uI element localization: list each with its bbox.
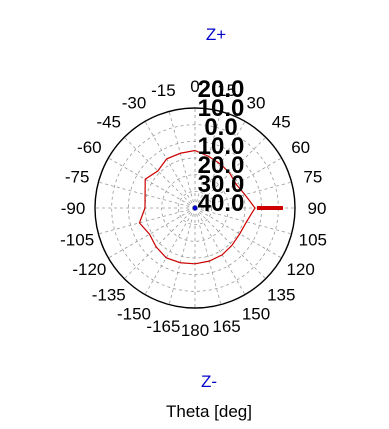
grid-spoke	[108, 207, 196, 259]
angle-tick-label: -15	[151, 81, 176, 100]
grid-spoke	[194, 121, 246, 209]
series-layer	[138, 149, 283, 265]
angle-tick-labels: 0 153045607590105120135150165180-165-150-…	[60, 77, 327, 340]
grid-spoke	[194, 207, 222, 305]
x-axis-label: Theta [deg]	[166, 402, 252, 421]
angle-tick-label: -165	[146, 317, 180, 336]
grid-spoke	[108, 157, 196, 209]
angle-tick-label: 105	[299, 231, 327, 250]
grid-spoke	[124, 207, 196, 279]
angle-tick-label: 135	[267, 285, 295, 304]
grid-spoke	[168, 111, 196, 209]
grid-spoke	[194, 181, 292, 209]
radial-tick-label: 20.0	[198, 76, 245, 103]
grid-spoke	[98, 181, 196, 209]
angle-tick-label: 180	[181, 321, 209, 340]
radial-tick-labels: 20.010.00.010.020.030.040.0	[198, 76, 245, 217]
grid-ring	[161, 174, 229, 242]
angle-tick-label: 150	[242, 305, 270, 324]
angle-tick-label: -45	[96, 113, 121, 132]
grid-ring	[177, 190, 213, 226]
grid-spoke	[124, 137, 196, 209]
radial-tick-label: 40.0	[198, 190, 245, 217]
grid-spoke	[98, 207, 196, 235]
angle-tick-label: -150	[117, 305, 151, 324]
angle-tick-label: 90	[308, 199, 327, 218]
pattern-series-line	[138, 149, 256, 265]
radial-tick-label: 10.0	[198, 95, 245, 122]
grid-spoke	[194, 207, 292, 235]
z-minus-label: Z-	[201, 372, 217, 391]
angle-tick-label: 165	[212, 317, 240, 336]
grid-spoke	[194, 111, 222, 209]
radial-tick-label: 10.0	[198, 133, 245, 160]
angle-tick-label: 75	[303, 167, 322, 186]
angle-tick-label: -90	[61, 199, 86, 218]
angle-tick-label: 30	[247, 93, 266, 112]
radial-tick-label: 20.0	[198, 152, 245, 179]
angle-tick-label: 45	[272, 113, 291, 132]
radial-tick-label: 30.0	[198, 171, 245, 198]
grid-spoke	[144, 121, 196, 209]
grid-spoke	[194, 207, 246, 295]
angle-tick-label: -105	[60, 231, 94, 250]
angle-tick-label: 15	[217, 81, 236, 100]
angle-tick-label: -60	[77, 138, 102, 157]
angle-tick-label: -75	[65, 167, 90, 186]
grid-spoke	[194, 157, 282, 209]
radial-tick-label: 0.0	[204, 114, 237, 141]
grid-spoke	[144, 207, 196, 295]
grid-spoke	[194, 137, 266, 209]
grid-spoke	[194, 207, 282, 259]
angle-tick-label: -135	[92, 285, 126, 304]
angle-tick-label: 60	[291, 138, 310, 157]
grid-spoke	[168, 207, 196, 305]
grid-spoke	[194, 207, 266, 279]
angle-tick-label: -30	[122, 93, 147, 112]
series-point	[192, 205, 198, 211]
angle-tick-label: 120	[286, 260, 314, 279]
angle-tick-label: 0	[190, 77, 199, 96]
z-plus-label: Z+	[206, 25, 226, 44]
outer-circle	[94, 107, 296, 309]
angle-tick-label: -120	[72, 260, 106, 279]
